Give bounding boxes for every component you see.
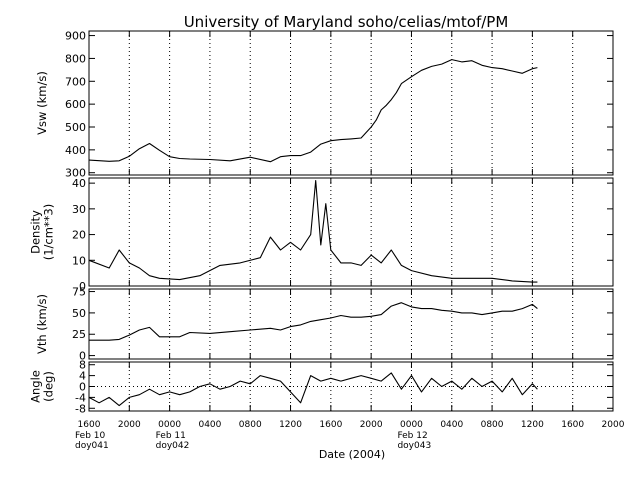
day-label: Feb 12 — [397, 431, 427, 441]
x-tick-label: 0800 — [481, 420, 504, 430]
y-tick-label: 300 — [65, 167, 86, 180]
x-tick-label: 1600 — [561, 420, 584, 430]
y-tick-label: 500 — [65, 121, 86, 134]
day-label: doy042 — [156, 441, 190, 451]
y-tick-label: 20 — [72, 229, 86, 242]
y-tick-label: -4 — [75, 391, 86, 404]
panel-frame — [88, 30, 614, 176]
x-tick-label: 2000 — [360, 420, 383, 430]
x-tick-label: 1600 — [319, 420, 342, 430]
y-tick-label: 25 — [72, 328, 86, 341]
y-tick-label: 700 — [65, 75, 86, 88]
panel-frame — [88, 288, 614, 360]
y-tick-label: 0 — [79, 381, 86, 394]
y-tick-label: 600 — [65, 98, 86, 111]
day-label: doy043 — [397, 441, 431, 451]
panel-1: 300 400 500 600 700 800 900 Vsw (km/s) — [35, 30, 614, 180]
y-axis-label: Vsw (km/s) — [35, 71, 49, 135]
x-tick-label: 0800 — [239, 420, 262, 430]
y-tick-label: 400 — [65, 144, 86, 157]
x-tick-label: 0000 — [158, 420, 181, 430]
y-tick-label: 900 — [65, 30, 86, 43]
y-axis-label: (deg) — [42, 371, 56, 402]
day-label: Feb 10 — [75, 431, 106, 441]
x-tick-label: 0400 — [440, 420, 463, 430]
y-tick-label: 0 — [79, 280, 86, 293]
day-label: Feb 11 — [156, 431, 186, 441]
x-tick-label: 1200 — [521, 420, 544, 430]
y-tick-label: 75 — [72, 286, 86, 299]
panel-3: 0 25 50 75 Vth (km/s) — [35, 286, 614, 363]
y-tick-label: 40 — [72, 177, 86, 190]
y-axis-label: Density — [29, 210, 43, 254]
chart-title: University of Maryland soho/celias/mtof/… — [184, 13, 509, 31]
x-axis-ticks: 1600 2000 0000 0400 0800 1200 1600 2000 0000 0400… — [75, 420, 625, 451]
day-label: doy041 — [75, 441, 109, 451]
y-axis-label: Angle — [29, 370, 43, 403]
y-axis-label: (1/cm**3) — [42, 204, 56, 261]
y-tick-label: 10 — [72, 254, 86, 267]
series-line — [88, 59, 538, 163]
x-tick-label: 2000 — [602, 420, 625, 430]
x-axis-label: Date (2004) — [319, 448, 385, 461]
x-tick-label: 1600 — [78, 420, 101, 430]
x-tick-label: 2000 — [118, 420, 141, 430]
y-tick-label: 800 — [65, 52, 86, 65]
y-tick-label: 8 — [79, 359, 86, 372]
series-line — [88, 180, 538, 283]
x-tick-label: 0400 — [198, 420, 221, 430]
y-axis-label: Vth (km/s) — [35, 294, 49, 354]
y-tick-label: 30 — [72, 203, 86, 216]
panel-2: 0 10 20 30 40 Density (1/cm**3) — [29, 177, 614, 293]
series-line — [88, 372, 538, 407]
y-tick-label: 0 — [79, 350, 86, 363]
y-tick-label: 50 — [72, 307, 86, 320]
series-line — [89, 302, 538, 341]
x-tick-label: 1200 — [279, 420, 302, 430]
panel-frame — [88, 177, 614, 287]
y-tick-label: 4 — [79, 370, 86, 383]
x-tick-label: 0000 — [400, 420, 423, 430]
y-tick-label: -8 — [75, 402, 86, 415]
